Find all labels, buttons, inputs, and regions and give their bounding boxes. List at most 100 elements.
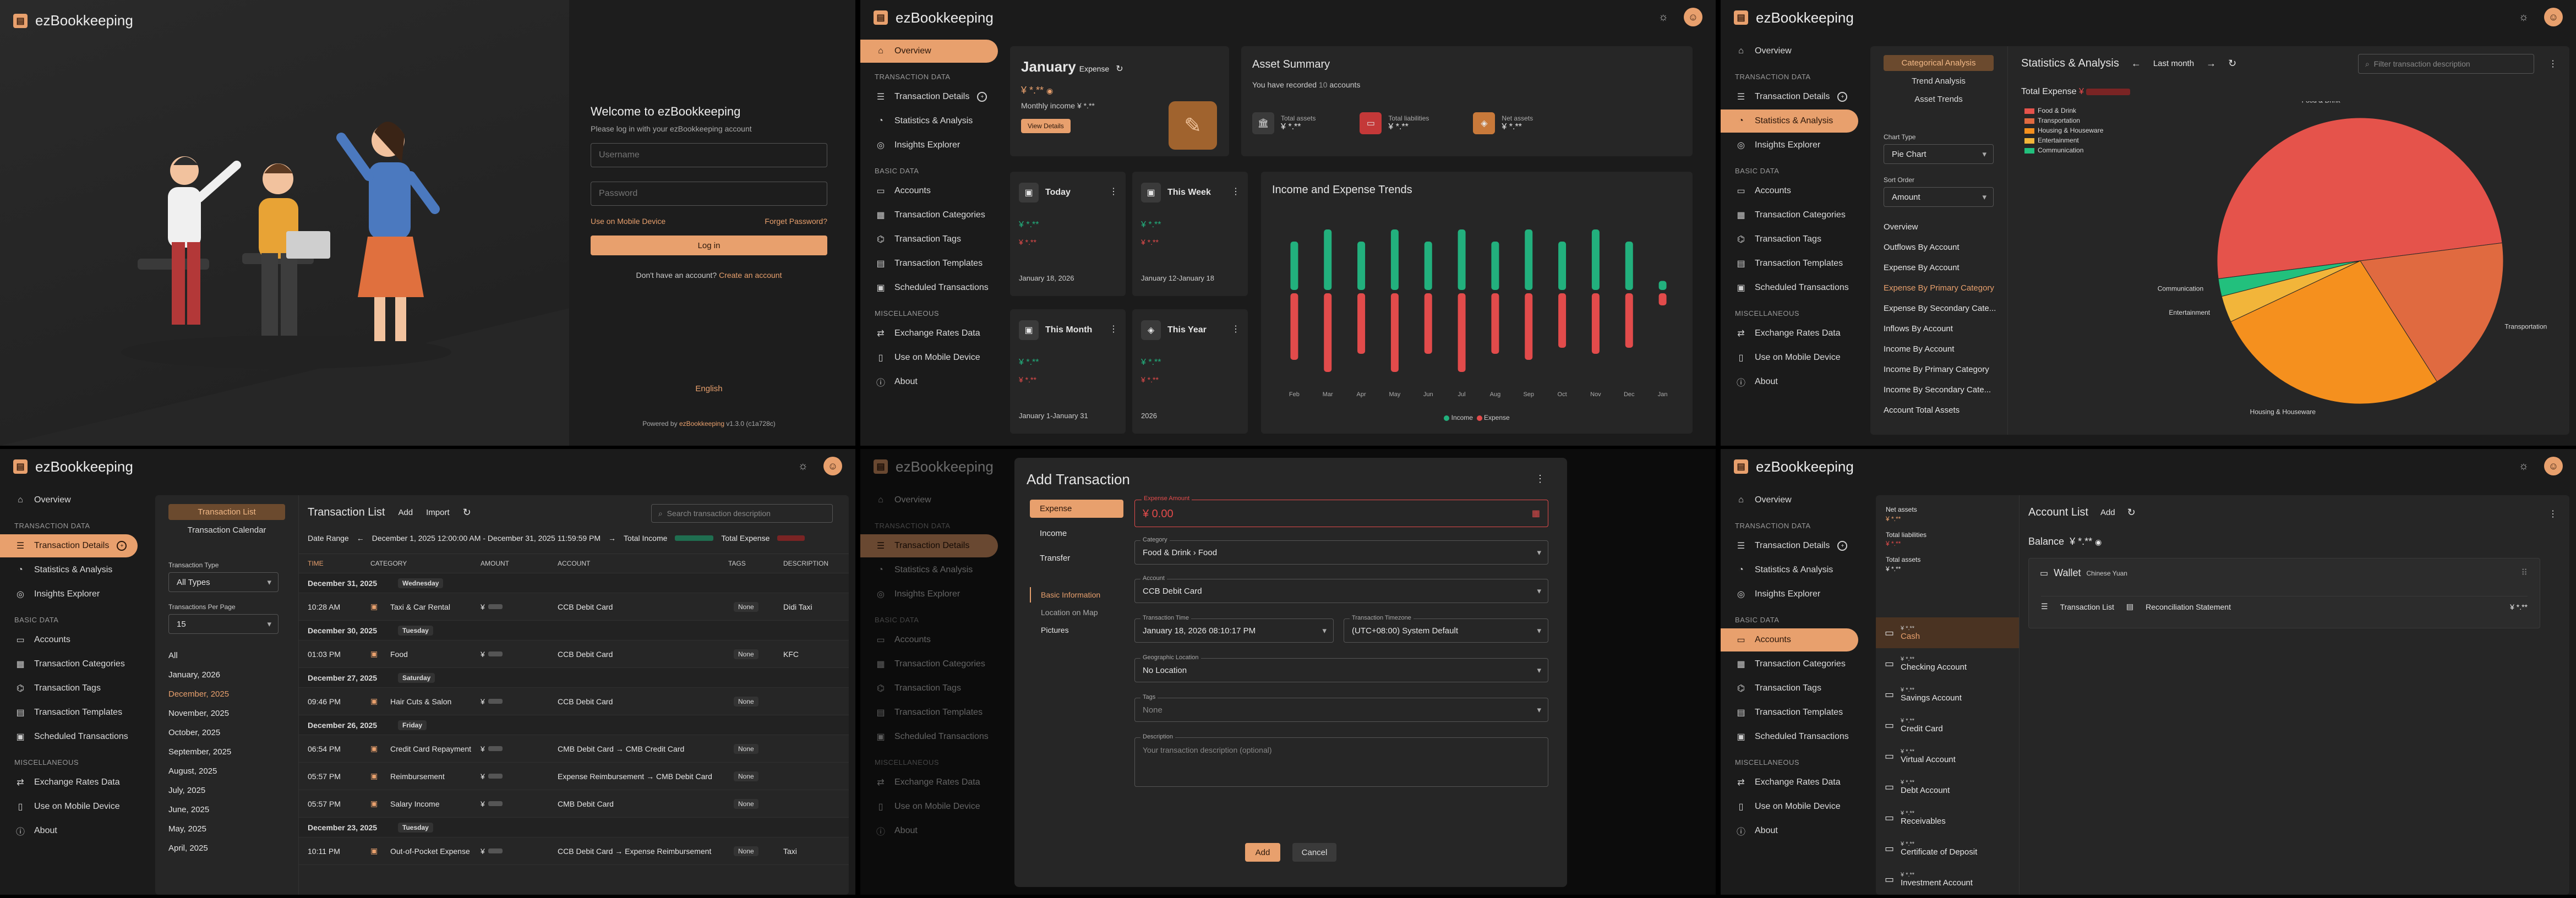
filter-box[interactable]: ⌕ Filter transaction description <box>2358 54 2534 74</box>
sidebar-item-tags[interactable]: ⌬ Transaction Tags <box>1721 677 1858 700</box>
sidebar-item-transactions[interactable]: ☰ Transaction Details + <box>0 534 138 557</box>
month-item[interactable]: September, 2025 <box>168 747 232 757</box>
analysis-item[interactable]: Outflows By Account <box>1884 243 1960 252</box>
income-bar[interactable] <box>1390 229 1399 290</box>
month-item[interactable]: December, 2025 <box>168 689 230 699</box>
income-bar[interactable] <box>1491 242 1499 290</box>
account-type-item[interactable]: ▭ ¥ *.** Investment Account <box>1876 864 2019 895</box>
table-row[interactable]: ▣ 06:54 PM Credit Card Repayment ¥ CMB Debit… <box>299 735 849 763</box>
time-select[interactable]: Transaction Time January 18, 2026 08:10:… <box>1134 615 1334 643</box>
table-row[interactable]: ▣ 05:57 PM Salary Income ¥ CMB Debit Card Non… <box>299 790 849 818</box>
category-select[interactable]: Category Food & Drink › Food <box>1134 536 1548 565</box>
sidebar-item-categories[interactable]: ▦ Transaction Categories <box>0 653 138 676</box>
col-time[interactable]: TIME <box>308 560 324 567</box>
avatar[interactable]: ☺ <box>2544 457 2563 475</box>
pie-slice[interactable] <box>2360 242 2504 382</box>
account-select[interactable]: Account CCB Debit Card <box>1134 575 1548 603</box>
sort-order-select[interactable]: Amount <box>1884 187 1994 207</box>
legend-entry[interactable]: Entertainment <box>2024 136 2103 144</box>
sidebar-item-statistics[interactable]: ◔ Statistics & Analysis <box>1721 558 1858 582</box>
income-bar[interactable] <box>1658 281 1667 291</box>
reconciliation-link[interactable]: Reconciliation Statement <box>2146 602 2231 611</box>
refresh-icon[interactable]: ↻ <box>2228 58 2237 69</box>
account-type-item[interactable]: ▭ ¥ *.** Checking Account <box>1876 648 2019 679</box>
tab-trend[interactable]: Trend Analysis <box>1912 76 1966 86</box>
sidebar-item-insights[interactable]: ◎ Insights Explorer <box>1721 583 1858 606</box>
expense-bar[interactable] <box>1458 293 1466 372</box>
description-field[interactable]: Description Your transaction description… <box>1134 733 1548 787</box>
powered-link[interactable]: ezBookkeeping <box>679 420 725 428</box>
sidebar-item-exchange[interactable]: ⇄ Exchange Rates Data <box>1721 771 1858 794</box>
month-item[interactable]: May, 2025 <box>168 824 206 834</box>
add-button[interactable]: Add <box>1245 843 1280 862</box>
expense-bar[interactable] <box>1390 293 1399 372</box>
sidebar-item-templates[interactable]: ▤ Transaction Templates <box>1721 701 1858 724</box>
import-button[interactable]: Import <box>426 508 450 517</box>
analysis-item[interactable]: Expense By Primary Category <box>1884 283 1994 293</box>
income-bar[interactable] <box>1458 229 1466 290</box>
period-selector[interactable]: Last month <box>2153 59 2195 68</box>
transaction-list-link[interactable]: Transaction List <box>2060 602 2114 611</box>
theme-toggle-icon[interactable]: ☼ <box>2518 459 2529 472</box>
username-input[interactable] <box>591 143 827 167</box>
expense-bar[interactable] <box>1491 293 1499 354</box>
table-row[interactable]: ▣ 10:28 AM Taxi & Car Rental ¥ CCB Debit Car… <box>299 593 849 621</box>
income-bar[interactable] <box>1424 242 1432 290</box>
mobile-link[interactable]: Use on Mobile Device <box>591 217 666 226</box>
type-expense[interactable]: Expense <box>1030 500 1123 518</box>
sidebar-item-tags[interactable]: ⌬ Transaction Tags <box>0 677 138 700</box>
col-amount[interactable]: AMOUNT <box>481 560 509 567</box>
tab-location[interactable]: Location on Map <box>1041 608 1098 617</box>
eye-icon[interactable]: ◉ <box>2095 538 2102 546</box>
refresh-icon[interactable]: ↻ <box>462 507 471 518</box>
sidebar-item-about[interactable]: ⓘ About <box>860 370 998 393</box>
month-item[interactable]: August, 2025 <box>168 766 217 776</box>
income-bar[interactable] <box>1357 242 1366 290</box>
add-account-button[interactable]: Add <box>2100 508 2115 517</box>
month-item[interactable]: All <box>168 651 178 660</box>
more-icon[interactable]: ⋮ <box>2548 510 2557 519</box>
more-icon[interactable]: ⋮ <box>1535 473 1545 484</box>
sidebar-item-overview[interactable]: ⌂ Overview <box>860 40 998 63</box>
expense-bar[interactable] <box>1625 293 1633 348</box>
account-type-item[interactable]: ▭ ¥ *.** Debt Account <box>1876 771 2019 802</box>
analysis-item[interactable]: Account Total Assets <box>1884 406 1960 415</box>
password-input[interactable] <box>591 182 827 206</box>
sidebar-item-insights[interactable]: ◎ Insights Explorer <box>1721 134 1858 157</box>
sidebar-item-insights[interactable]: ◎ Insights Explorer <box>860 134 998 157</box>
type-income[interactable]: Income <box>1040 529 1067 538</box>
income-bar[interactable] <box>1558 242 1567 290</box>
sidebar-item-transactions[interactable]: ☰ Transaction Details + <box>860 85 998 108</box>
account-type-item[interactable]: ▭ ¥ *.** Certificate of Deposit <box>1876 833 2019 864</box>
income-bar[interactable] <box>1591 229 1600 290</box>
expense-bar[interactable] <box>1658 293 1667 305</box>
account-type-item[interactable]: ▭ ¥ *.** Receivables <box>1876 802 2019 833</box>
next-range-icon[interactable]: → <box>608 534 616 543</box>
chart-type-select[interactable]: Pie Chart <box>1884 144 1994 164</box>
more-icon[interactable]: ⋮ <box>1109 187 1118 196</box>
sidebar-item-exchange[interactable]: ⇄ Exchange Rates Data <box>0 771 138 794</box>
next-period-icon[interactable]: → <box>2206 58 2217 69</box>
col-category[interactable]: CATEGORY <box>370 560 407 567</box>
sidebar-item-templates[interactable]: ▤ Transaction Templates <box>1721 252 1858 275</box>
account-type-item[interactable]: ▭ ¥ *.** Virtual Account <box>1876 741 2019 771</box>
add-button[interactable]: Add <box>398 508 413 517</box>
month-item[interactable]: October, 2025 <box>168 728 221 737</box>
tab-transaction-list[interactable]: Transaction List <box>168 504 285 520</box>
account-type-item[interactable]: ▭ ¥ *.** Savings Account <box>1876 679 2019 710</box>
legend-expense[interactable]: Expense <box>1484 414 1510 421</box>
income-bar[interactable] <box>1324 229 1332 290</box>
sidebar-item-scheduled[interactable]: ▣ Scheduled Transactions <box>1721 725 1858 748</box>
avatar[interactable]: ☺ <box>1684 8 1702 26</box>
legend-entry[interactable]: Food & Drink <box>2024 107 2103 114</box>
sidebar-item-transactions[interactable]: ☰ Transaction Details + <box>1721 534 1858 557</box>
month-item[interactable]: January, 2026 <box>168 670 220 680</box>
sidebar-item-exchange[interactable]: ⇄ Exchange Rates Data <box>1721 322 1858 345</box>
expense-bar[interactable] <box>1558 293 1567 348</box>
income-bar[interactable] <box>1525 229 1533 290</box>
forgot-password-link[interactable]: Forget Password? <box>765 217 827 226</box>
analysis-item[interactable]: Expense By Account <box>1884 263 1960 272</box>
per-page-select[interactable]: 15 <box>168 614 279 634</box>
add-circle-icon[interactable]: + <box>117 541 127 551</box>
month-item[interactable]: November, 2025 <box>168 709 230 718</box>
